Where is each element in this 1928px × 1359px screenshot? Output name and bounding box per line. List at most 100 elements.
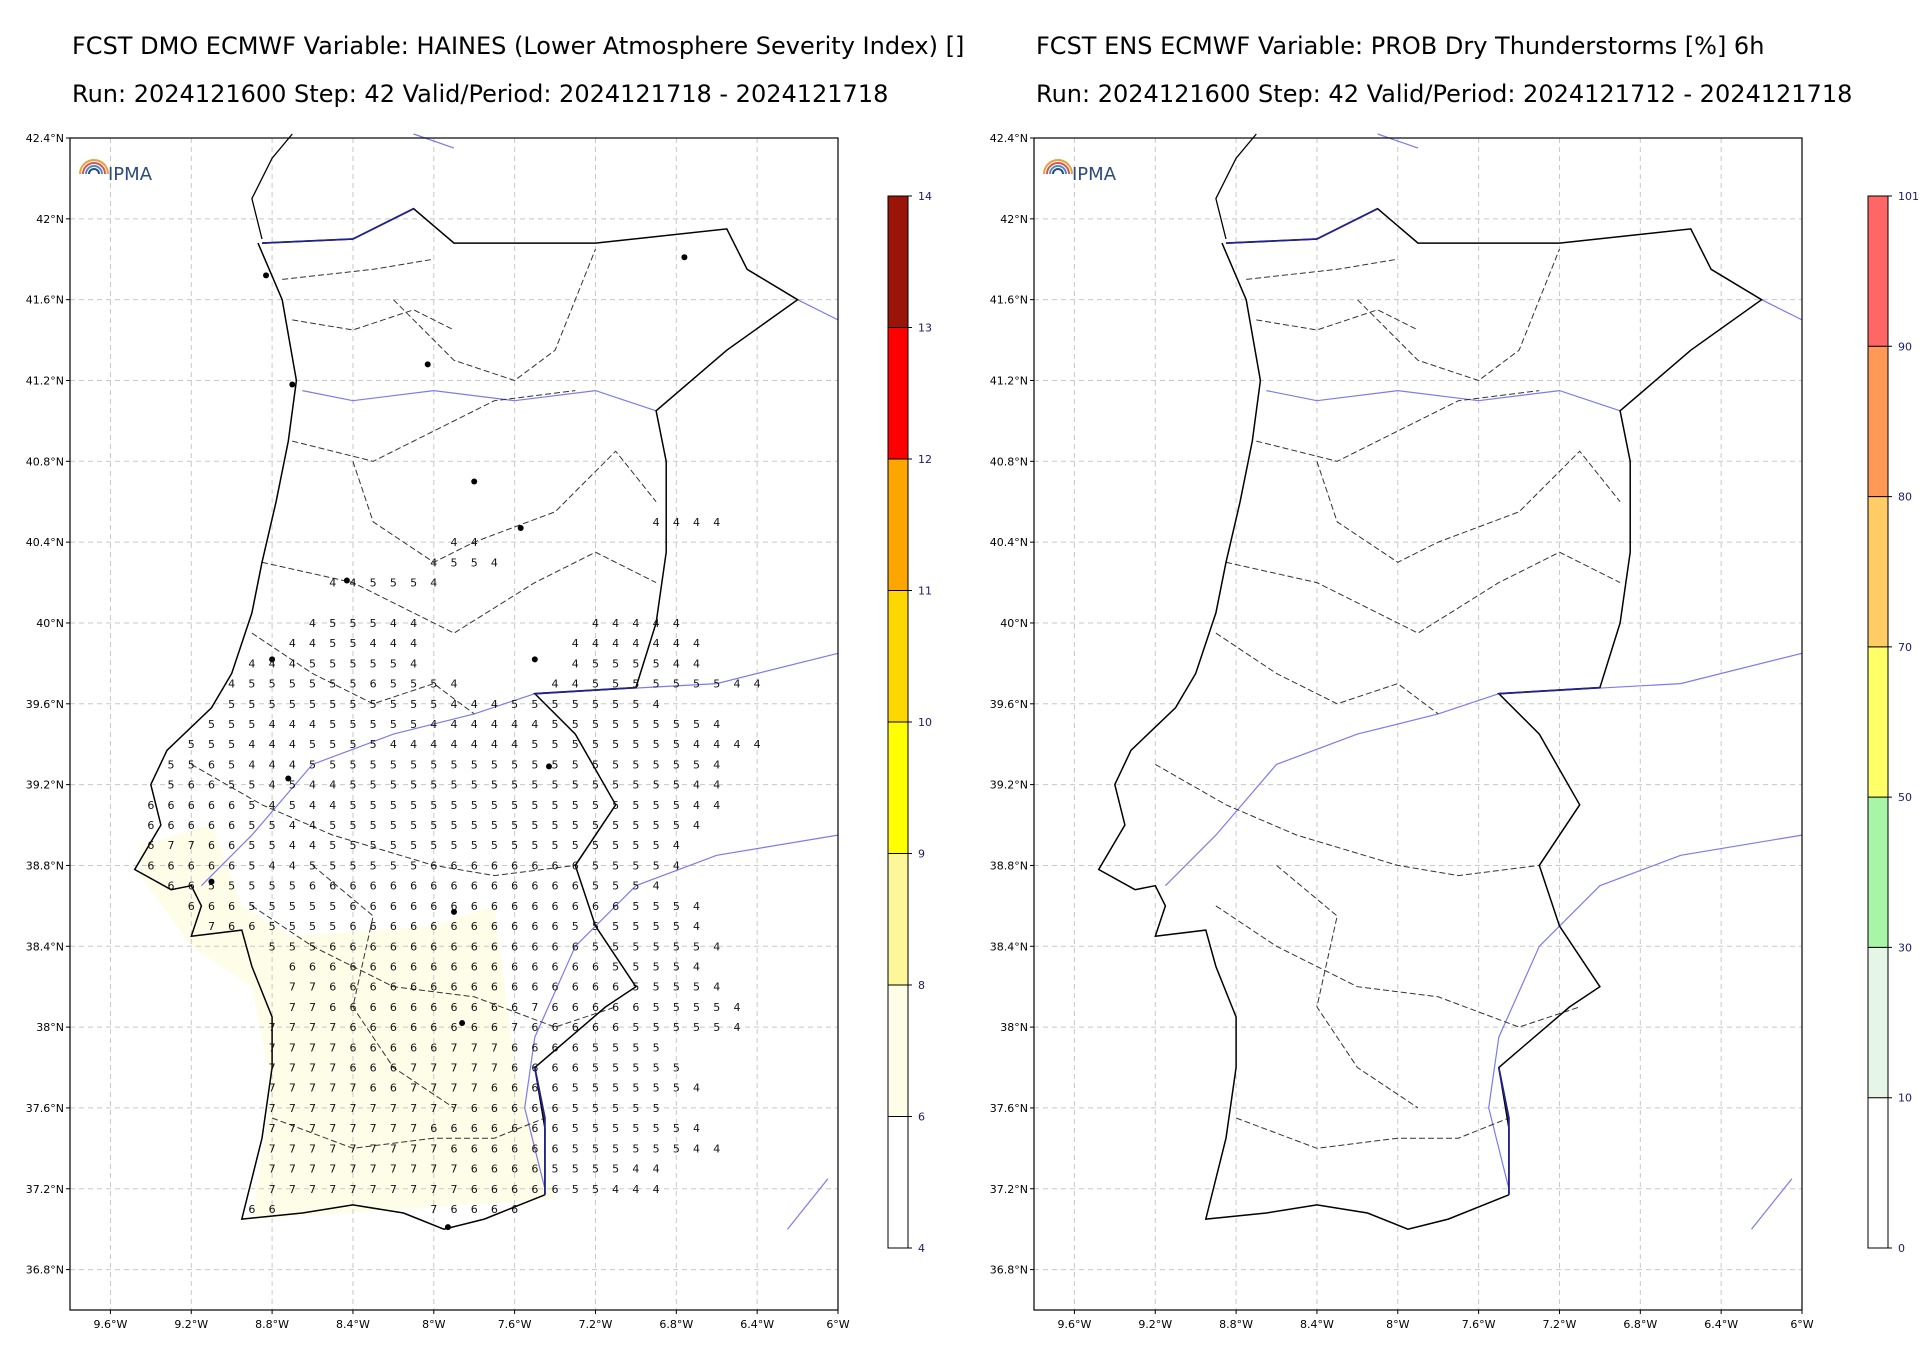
haines-value: 6	[491, 1021, 498, 1034]
haines-value: 6	[390, 1041, 397, 1054]
haines-value: 6	[451, 1203, 458, 1216]
haines-value: 7	[289, 1001, 296, 1014]
haines-value: 5	[572, 1102, 579, 1115]
colorbar-tick-label: 10	[1898, 1092, 1912, 1105]
haines-value: 6	[511, 1102, 518, 1115]
haines-value: 5	[430, 839, 437, 852]
haines-value: 7	[329, 1122, 336, 1135]
haines-value: 6	[370, 1021, 377, 1034]
haines-value: 5	[471, 819, 478, 832]
haines-value: 6	[188, 799, 195, 812]
haines-value: 4	[289, 657, 296, 670]
border	[261, 207, 799, 1195]
lat-tick-label: 39.6°N	[26, 698, 64, 711]
haines-value: 5	[572, 738, 579, 751]
haines-value: 6	[410, 1001, 417, 1014]
haines-value: 4	[329, 799, 336, 812]
haines-value: 5	[632, 819, 639, 832]
haines-value: 5	[390, 718, 397, 731]
haines-value: 5	[329, 718, 336, 731]
haines-value: 5	[653, 1041, 660, 1054]
haines-value: 6	[552, 920, 559, 933]
haines-value: 4	[451, 698, 458, 711]
haines-value: 6	[471, 1021, 478, 1034]
haines-value: 5	[430, 678, 437, 691]
haines-value: 5	[269, 920, 276, 933]
haines-value: 5	[632, 1021, 639, 1034]
haines-value: 5	[248, 799, 255, 812]
haines-value: 5	[653, 920, 660, 933]
haines-value: 5	[572, 1163, 579, 1176]
haines-value: 5	[653, 1062, 660, 1075]
haines-value: 5	[612, 718, 619, 731]
haines-value: 5	[552, 839, 559, 852]
haines-value: 7	[309, 1183, 316, 1196]
haines-value: 5	[612, 738, 619, 751]
haines-value: 6	[349, 920, 356, 933]
haines-value: 4	[693, 1082, 700, 1095]
haines-value: 6	[552, 900, 559, 913]
colorbar-segment	[1867, 195, 1889, 347]
haines-value: 5	[612, 839, 619, 852]
haines-map: 42.4°N 42°N 41.6°N 41.2°N 40.8°N 40.4°N 40°N 39…	[26, 132, 932, 1331]
haines-value: 5	[552, 698, 559, 711]
haines-value: 5	[653, 1021, 660, 1034]
colorbar-segment	[887, 458, 909, 591]
haines-value: 4	[410, 738, 417, 751]
haines-value: 7	[370, 1142, 377, 1155]
haines-value: 5	[269, 698, 276, 711]
haines-value: 6	[228, 839, 235, 852]
haines-value: 7	[329, 1041, 336, 1054]
city-marker	[471, 478, 478, 485]
haines-value: 4	[653, 880, 660, 893]
haines-value: 6	[208, 779, 215, 792]
lon-tick-label: 9.6°W	[1057, 1318, 1091, 1331]
haines-value: 5	[188, 758, 195, 771]
svg-text:IPMA: IPMA	[1072, 164, 1117, 185]
haines-value: 6	[592, 1021, 599, 1034]
haines-value: 5	[612, 758, 619, 771]
haines-value: 4	[248, 738, 255, 751]
haines-value: 5	[713, 678, 720, 691]
haines-value: 4	[289, 859, 296, 872]
haines-value: 4	[673, 859, 680, 872]
haines-value: 5	[511, 779, 518, 792]
haines-value: 6	[228, 819, 235, 832]
haines-value: 5	[592, 718, 599, 731]
haines-value: 4	[713, 758, 720, 771]
haines-value: 5	[188, 738, 195, 751]
colorbar-tick-label: 50	[1898, 791, 1912, 804]
haines-value: 5	[653, 859, 660, 872]
haines-value: 5	[430, 799, 437, 812]
city-marker	[289, 381, 296, 388]
haines-value: 5	[390, 859, 397, 872]
haines-value: 4	[269, 859, 276, 872]
haines-value: 5	[349, 859, 356, 872]
haines-value: 7	[329, 1163, 336, 1176]
haines-value: 4	[370, 637, 377, 650]
coastline	[133, 242, 546, 1230]
haines-value: 5	[673, 1021, 680, 1034]
colorbar-tick-label: 4	[918, 1242, 925, 1255]
haines-value: 5	[208, 718, 215, 731]
haines-value: 6	[531, 1041, 538, 1054]
haines-value: 5	[451, 839, 458, 852]
haines-value: 6	[491, 981, 498, 994]
haines-6-8-area	[140, 825, 556, 1220]
haines-value: 4	[733, 1021, 740, 1034]
haines-value: 5	[673, 678, 680, 691]
haines-value: 6	[370, 960, 377, 973]
haines-value: 5	[228, 718, 235, 731]
lat-tick-label: 38°N	[1000, 1021, 1028, 1034]
haines-value: 5	[653, 718, 660, 731]
haines-value: 5	[653, 1082, 660, 1095]
colorbar-segment	[1867, 947, 1889, 1099]
haines-value: 5	[410, 718, 417, 731]
haines-value: 6	[531, 1082, 538, 1095]
haines-value: 5	[572, 779, 579, 792]
lat-tick-label: 41.2°N	[990, 374, 1028, 387]
haines-value: 5	[592, 940, 599, 953]
haines-value: 5	[572, 698, 579, 711]
haines-value: 6	[612, 981, 619, 994]
panel-subtitle: Run: 2024121600 Step: 42 Valid/Period: 2…	[1036, 80, 1853, 108]
